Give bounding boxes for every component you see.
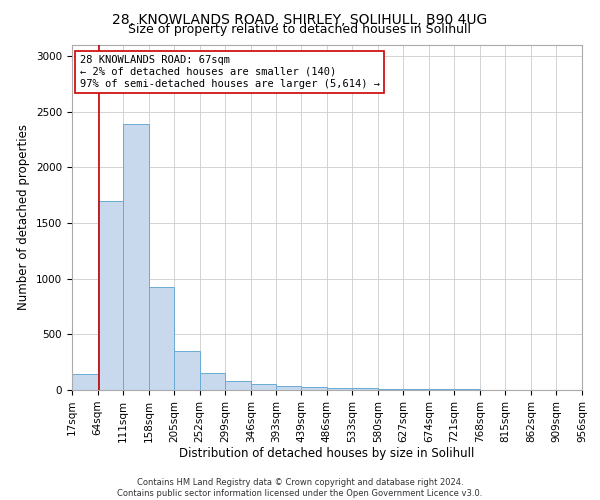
Y-axis label: Number of detached properties: Number of detached properties — [17, 124, 31, 310]
Bar — [123, 124, 149, 390]
Text: Size of property relative to detached houses in Solihull: Size of property relative to detached ho… — [128, 22, 472, 36]
Text: 28 KNOWLANDS ROAD: 67sqm
← 2% of detached houses are smaller (140)
97% of semi-d: 28 KNOWLANDS ROAD: 67sqm ← 2% of detache… — [80, 56, 380, 88]
Bar — [149, 286, 174, 390]
Bar — [174, 351, 200, 390]
Bar — [378, 389, 403, 390]
Bar — [352, 388, 378, 390]
Text: Contains HM Land Registry data © Crown copyright and database right 2024.
Contai: Contains HM Land Registry data © Crown c… — [118, 478, 482, 498]
Bar — [251, 384, 276, 390]
Bar — [276, 386, 301, 390]
Bar — [403, 389, 429, 390]
Bar — [72, 374, 98, 390]
Bar — [327, 388, 352, 390]
Bar — [225, 381, 251, 390]
Bar — [200, 373, 225, 390]
X-axis label: Distribution of detached houses by size in Solihull: Distribution of detached houses by size … — [179, 448, 475, 460]
Bar — [301, 386, 327, 390]
Text: 28, KNOWLANDS ROAD, SHIRLEY, SOLIHULL, B90 4UG: 28, KNOWLANDS ROAD, SHIRLEY, SOLIHULL, B… — [112, 12, 488, 26]
Bar — [98, 201, 123, 390]
